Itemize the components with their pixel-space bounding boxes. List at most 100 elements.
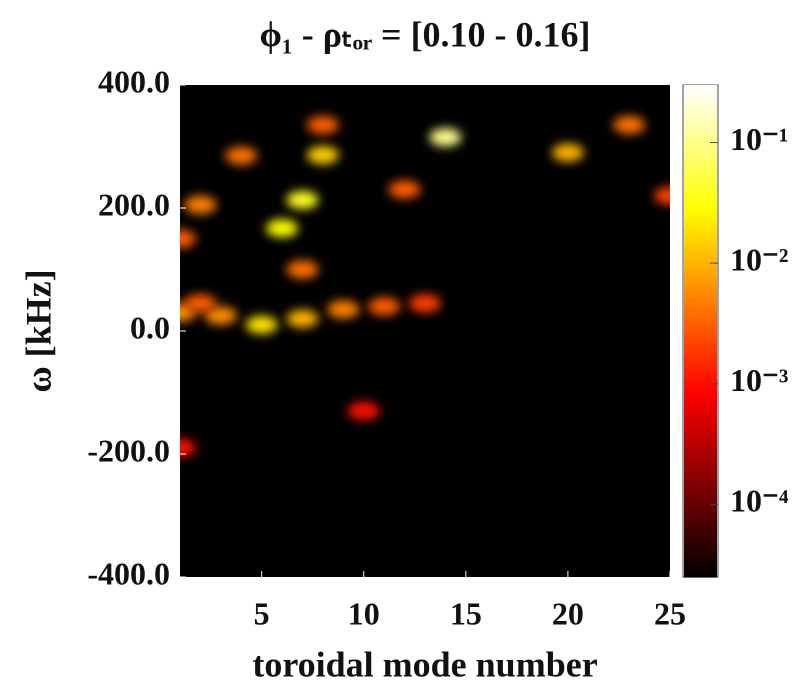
colorbar-cell [684,490,717,496]
colorbar-cell [684,343,717,348]
colorbar-cell [684,281,717,287]
hotspot [286,260,319,279]
colorbar-cell [684,220,717,225]
colorbar-cell [684,392,717,398]
colorbar-cell [684,396,717,402]
colorbar-cell [684,105,717,111]
y-tick-label: -200.0 [87,432,170,468]
colorbar-cell [684,347,717,353]
colorbar-cell [684,552,717,558]
colorbar-cell [684,113,717,119]
colorbar-cell [684,339,717,344]
colorbar-cell [684,404,717,410]
x-axis-label: toroidal mode number [252,644,597,684]
colorbar-cell [684,482,717,488]
colorbar-cell [684,421,717,426]
colorbar-cell [684,150,717,156]
colorbar-cell [684,249,717,254]
colorbar-cell [684,93,717,98]
colorbar-cell [684,363,717,369]
hotspot [347,401,380,420]
hotspot [266,219,299,238]
colorbar-cell [684,224,717,230]
colorbar-cell [684,367,717,373]
colorbar-cell [684,162,717,168]
colorbar-tick-label: 10⁻⁴ [730,483,789,519]
colorbar-cell [684,158,717,164]
x-tick-label: 25 [654,595,686,631]
colorbar-cell [684,171,717,176]
colorbar-cell [684,441,717,447]
colorbar-cell [684,355,717,361]
colorbar-cell [684,519,717,525]
colorbar-cell [684,179,717,184]
hotspot [184,294,217,313]
colorbar-cell [684,408,717,414]
colorbar-cell [684,380,717,385]
colorbar-cell [684,560,717,566]
colorbar-cell [684,474,717,480]
hotspot [388,180,421,199]
colorbar-cell [684,445,717,451]
colorbar-cell [684,265,717,271]
colorbar-cell [684,240,717,246]
colorbar-cell [684,413,717,418]
colorbar-tick-label: 10⁻¹ [730,121,788,157]
hotspot [551,143,584,162]
colorbar-cell [684,388,717,394]
hotspot [654,186,670,205]
colorbar-cell [684,228,717,234]
colorbar-cell [684,462,717,467]
colorbar-cell [684,195,717,201]
colorbar-cell [684,294,717,299]
hotspot [225,146,258,165]
colorbar-cell [684,212,717,217]
hotspot [245,315,278,334]
hotspot [327,300,360,319]
colorbar-cell [684,351,717,357]
y-axis-label: ω [kHz] [18,269,58,392]
colorbar-cell [684,531,717,537]
colorbar-cell [684,507,717,512]
colorbar-cell [684,335,717,340]
colorbar-cell [684,285,717,291]
colorbar-cell [684,486,717,492]
colorbar-cell [684,142,717,148]
hotspot [306,115,339,134]
colorbar-cell [684,544,717,549]
colorbar-cell [684,466,717,471]
colorbar-cell [684,126,717,131]
colorbar-cell [684,138,717,143]
colorbar-cell [684,261,717,266]
colorbar-cell [684,495,717,500]
colorbar-cell [684,244,717,250]
colorbar-cell [684,175,717,180]
colorbar-cell [684,556,717,562]
colorbar-cell [684,478,717,484]
colorbar-cell [684,154,717,160]
hotspot [613,115,646,134]
colorbar-cell [684,146,717,152]
colorbar-cell [684,503,717,508]
hotspot [368,297,401,316]
y-tick-label: -400.0 [87,555,170,591]
y-tick-label: 400.0 [98,63,170,99]
colorbar-cell [684,527,717,533]
colorbar-cell [684,515,717,521]
colorbar-cell [684,269,717,275]
colorbar-cell [684,191,717,197]
colorbar-cell [684,458,717,463]
colorbar-cell [684,511,717,517]
colorbar-cell [684,564,717,570]
colorbar-cell [684,536,717,541]
colorbar-cell [684,310,717,316]
colorbar-cell [684,523,717,529]
colorbar-tick-label: 10⁻² [730,242,788,278]
colorbar-cell [684,429,717,435]
colorbar-cell [684,568,717,574]
colorbar-cell [684,425,717,430]
colorbar-cell [684,417,717,422]
y-tick-label: 200.0 [98,186,170,222]
colorbar-cell [684,331,717,336]
